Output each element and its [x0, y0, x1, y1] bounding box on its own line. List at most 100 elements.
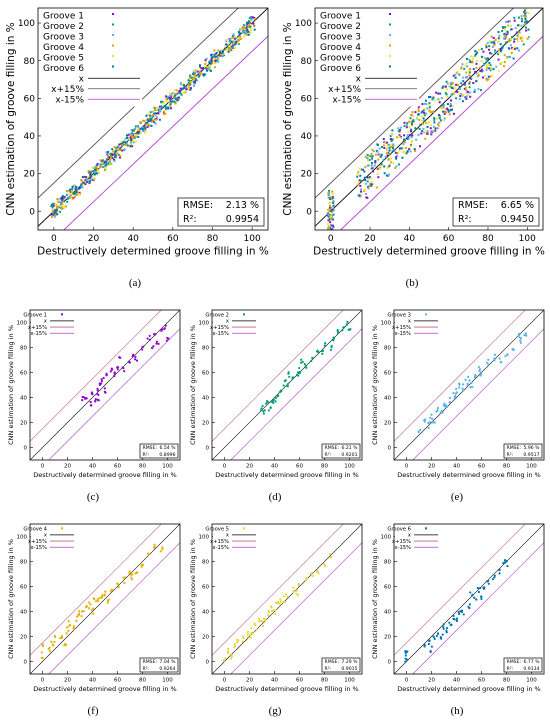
data-point — [134, 572, 137, 575]
data-point — [360, 194, 363, 197]
x-tick-label: 40 — [89, 464, 96, 470]
data-point — [151, 114, 154, 117]
data-point — [223, 52, 226, 55]
data-point — [345, 323, 348, 326]
y-tick-label: 60 — [384, 370, 391, 376]
data-point — [487, 64, 490, 67]
data-point — [413, 148, 416, 151]
data-point — [370, 165, 373, 168]
legend-label: x — [79, 74, 85, 84]
data-point — [163, 327, 166, 330]
data-point — [332, 213, 335, 216]
data-point — [377, 153, 380, 156]
data-point — [375, 186, 378, 189]
data-point — [242, 27, 245, 30]
data-point — [81, 176, 84, 179]
data-point — [149, 119, 152, 122]
legend-label: Groove 3 — [387, 312, 411, 318]
data-point — [370, 152, 373, 155]
data-point — [184, 90, 187, 93]
data-point — [249, 27, 252, 30]
data-point — [193, 75, 196, 78]
data-point — [487, 582, 490, 585]
data-point — [524, 332, 527, 335]
data-point — [177, 96, 180, 99]
legend-label: x-15% — [213, 331, 230, 337]
data-point — [71, 186, 74, 189]
data-point — [468, 603, 471, 606]
data-point — [435, 410, 438, 413]
data-point — [500, 61, 503, 64]
data-point — [227, 50, 230, 53]
y-tick-label: 40 — [20, 395, 27, 401]
data-point — [520, 20, 523, 23]
data-point — [185, 86, 188, 89]
rmse-value: 2.13 % — [226, 200, 259, 211]
data-point — [90, 174, 93, 177]
data-point — [423, 644, 426, 647]
x-tick-label: 80 — [503, 678, 510, 684]
data-point — [428, 102, 431, 105]
data-point — [522, 10, 525, 13]
data-point — [389, 161, 392, 164]
data-point — [220, 53, 223, 56]
legend-label: x-15% — [31, 545, 48, 551]
rmse-value: 6.77 % — [523, 659, 540, 665]
data-point — [93, 178, 96, 181]
data-point — [468, 379, 471, 382]
data-point — [189, 80, 192, 83]
data-point — [274, 400, 277, 403]
data-point — [444, 92, 447, 95]
data-point — [488, 61, 491, 64]
data-point — [478, 368, 482, 371]
data-point — [509, 38, 512, 41]
data-point — [409, 144, 412, 147]
data-point — [255, 628, 258, 631]
panel-label-f: (f) — [88, 705, 99, 717]
plot-frame — [211, 309, 363, 461]
data-point — [260, 407, 263, 410]
data-point — [148, 124, 151, 127]
data-point — [504, 37, 507, 40]
data-point — [267, 611, 270, 614]
data-point — [476, 51, 479, 54]
data-point — [51, 206, 54, 209]
data-point — [364, 188, 367, 191]
data-point — [208, 64, 211, 67]
data-point — [412, 121, 415, 124]
data-point — [328, 208, 331, 211]
ref-line-x-15- — [30, 524, 162, 656]
data-point — [92, 167, 95, 170]
data-point — [249, 22, 252, 25]
data-point — [209, 60, 212, 63]
data-point — [389, 135, 392, 138]
legend-bg — [395, 311, 439, 339]
y-tick-label: 80 — [384, 345, 391, 351]
data-point — [524, 14, 527, 17]
data-point — [449, 105, 452, 108]
x-tick-label: 80 — [321, 678, 328, 684]
data-point — [76, 193, 79, 196]
data-point — [130, 139, 133, 142]
data-point — [98, 172, 101, 175]
y-axis-label: CNN estimation of groove filling in % — [7, 539, 15, 659]
data-point — [452, 74, 455, 77]
data-point — [238, 36, 241, 39]
data-point — [94, 168, 97, 171]
data-point — [146, 119, 149, 122]
data-point — [196, 70, 199, 73]
data-point — [102, 376, 105, 380]
data-point — [376, 150, 379, 153]
data-point — [292, 590, 295, 594]
data-point — [244, 31, 247, 34]
data-point — [443, 112, 446, 115]
data-point — [458, 383, 461, 386]
data-point — [410, 141, 413, 144]
data-point — [430, 111, 433, 114]
data-point — [487, 579, 490, 583]
data-point — [435, 91, 438, 94]
data-point — [460, 609, 463, 612]
data-point — [452, 92, 455, 95]
legend-label: x — [356, 74, 362, 84]
data-point — [54, 213, 57, 216]
